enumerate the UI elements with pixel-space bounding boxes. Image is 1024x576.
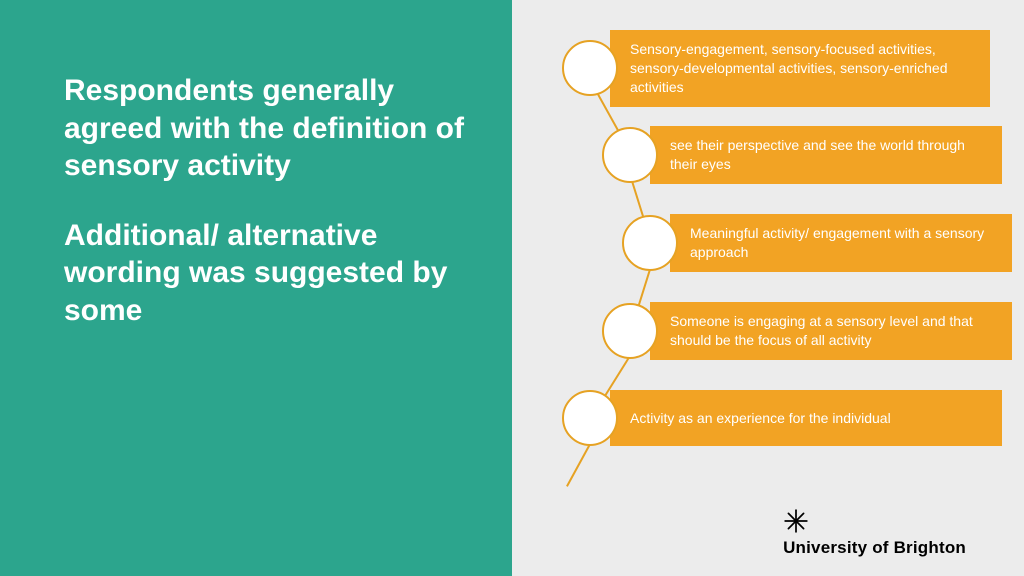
timeline-bar: Activity as an experience for the indivi… xyxy=(610,390,1002,446)
timeline-item: see their perspective and see the world … xyxy=(602,126,1002,184)
left-panel: Respondents generally agreed with the de… xyxy=(0,0,512,576)
heading-1: Respondents generally agreed with the de… xyxy=(64,72,464,185)
footer-brand: University of Brighton xyxy=(783,508,966,558)
star-icon xyxy=(783,508,809,534)
timeline-bar: Meaningful activity/ engagement with a s… xyxy=(670,214,1012,272)
timeline-node-circle xyxy=(602,303,658,359)
timeline-bar: Someone is engaging at a sensory level a… xyxy=(650,302,1012,360)
slide: Respondents generally agreed with the de… xyxy=(0,0,1024,576)
timeline-item: Activity as an experience for the indivi… xyxy=(562,390,1002,446)
spacer xyxy=(64,185,464,217)
brand-name: University of Brighton xyxy=(783,538,966,558)
heading-2: Additional/ alternative wording was sugg… xyxy=(64,217,464,330)
timeline-item: Sensory-engagement, sensory-focused acti… xyxy=(562,30,990,107)
timeline-item: Someone is engaging at a sensory level a… xyxy=(602,302,1012,360)
timeline-node-circle xyxy=(562,390,618,446)
timeline-node-circle xyxy=(622,215,678,271)
timeline-node-circle xyxy=(562,40,618,96)
timeline-item: Meaningful activity/ engagement with a s… xyxy=(622,214,1012,272)
connector-line xyxy=(566,442,592,487)
timeline-bar: Sensory-engagement, sensory-focused acti… xyxy=(610,30,990,107)
timeline-node-circle xyxy=(602,127,658,183)
right-panel: Sensory-engagement, sensory-focused acti… xyxy=(512,0,1024,576)
timeline-bar: see their perspective and see the world … xyxy=(650,126,1002,184)
